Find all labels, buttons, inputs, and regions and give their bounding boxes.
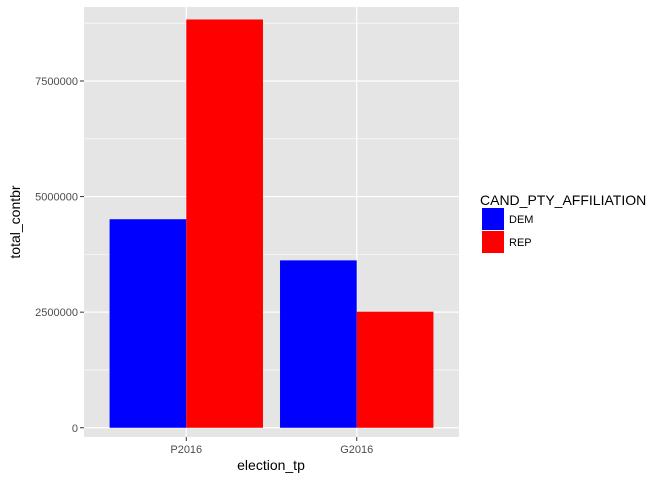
- bar-dem-p2016: [109, 219, 187, 428]
- y-tick-label: 0: [72, 423, 78, 435]
- bar-rep-g2016: [356, 311, 434, 428]
- y-tick-label: 7500000: [35, 76, 78, 88]
- x-tick-label: G2016: [340, 444, 373, 456]
- legend-items: DEM REP: [482, 208, 533, 253]
- x-axis-title: election_tp: [237, 457, 305, 473]
- bar-rep-p2016: [186, 19, 263, 428]
- legend-key-rep: [482, 231, 504, 253]
- legend-label-dem: DEM: [509, 214, 533, 226]
- legend-title: CAND_PTY_AFFILIATION: [480, 192, 646, 208]
- legend: CAND_PTY_AFFILIATION DEM REP: [480, 192, 646, 253]
- bar-dem-g2016: [280, 260, 357, 428]
- axes: 0 2500000 5000000 7500000 P2016 G2016: [35, 76, 373, 456]
- bars: [109, 19, 434, 428]
- y-tick-label: 5000000: [35, 192, 78, 204]
- legend-key-dem: [482, 208, 504, 230]
- y-axis-title: total_contbr: [7, 185, 23, 258]
- x-tick-label: P2016: [170, 444, 202, 456]
- legend-label-rep: REP: [509, 237, 532, 249]
- y-tick-label: 2500000: [35, 307, 78, 319]
